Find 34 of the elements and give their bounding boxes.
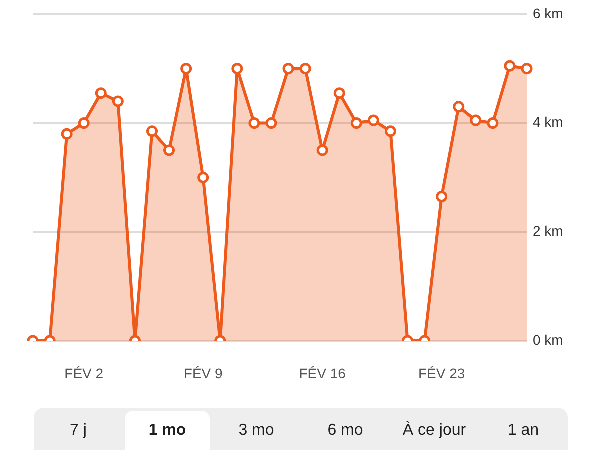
x-tick-label: FÉV 23 [418,365,466,382]
y-tick-label: 4 km [533,114,564,130]
point [300,63,312,75]
y-tick-label: 6 km [533,5,564,22]
point [78,118,90,130]
point [266,118,278,130]
range-selector: 7 j 1 mo 3 mo 6 mo À ce jour 1 an [34,408,568,450]
y-tick-label: 0 km [533,332,564,348]
point [521,63,533,75]
point [453,101,465,113]
point [232,63,244,75]
point [112,96,124,108]
point [146,126,158,138]
point [504,60,516,72]
point [61,128,73,140]
point [384,126,396,138]
point [350,118,362,130]
point [198,172,210,184]
point [334,88,346,100]
point [164,144,176,156]
selected-range-tab: 1 mo [125,411,210,450]
point [487,118,499,130]
point [368,114,380,126]
point [316,144,328,156]
point [470,114,482,126]
x-tick-label: FÉV 16 [299,365,346,382]
point [180,63,192,75]
x-tick-label: FÉV 9 [184,365,224,382]
y-tick-label: 2 km [533,222,564,239]
point [248,118,260,130]
point [95,88,107,100]
point [282,63,294,75]
x-tick-label: FÉV 2 [64,365,104,382]
point [436,191,448,202]
